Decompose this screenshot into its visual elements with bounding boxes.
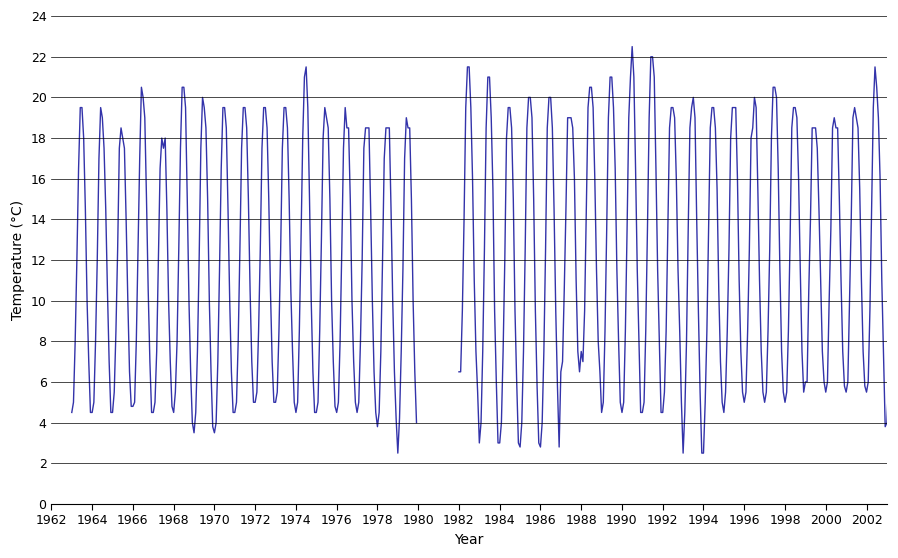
Y-axis label: Temperature (°C): Temperature (°C) (11, 200, 25, 320)
X-axis label: Year: Year (454, 533, 484, 547)
